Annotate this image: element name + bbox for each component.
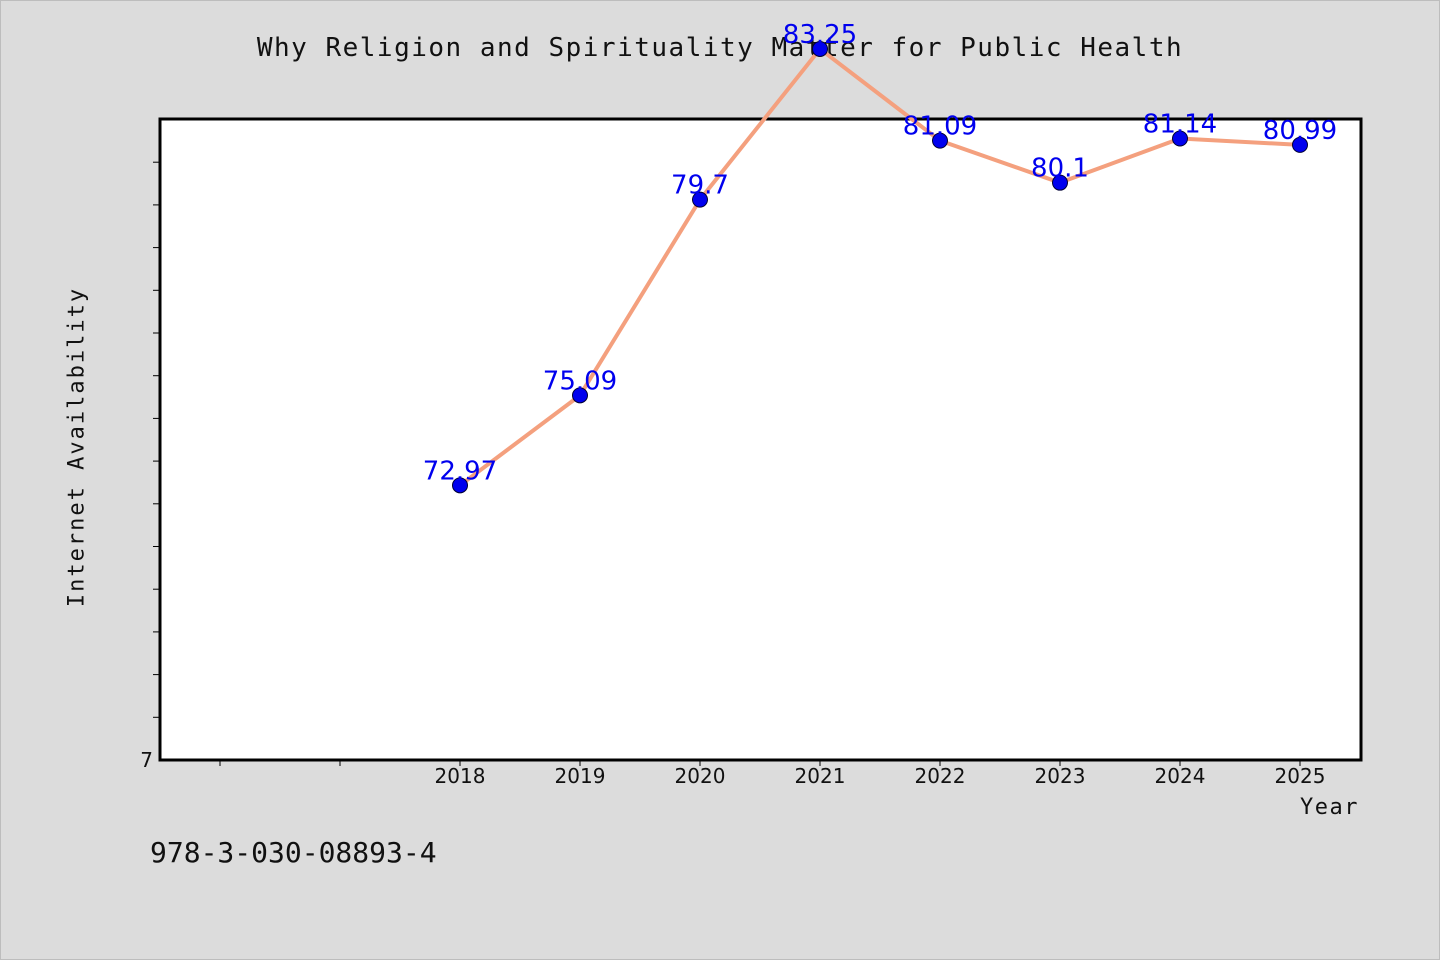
data-point <box>1292 136 1308 153</box>
x-axis-ticks: 2018 2019 2020 2021 2022 2023 2024 2025 <box>219 760 1326 788</box>
series-layer: 72.97 75.09 79.7 83.25 81.09 80.1 81.14 80.99 <box>423 20 1337 494</box>
x-tick-label: 2023 <box>1035 764 1086 788</box>
data-label: 72.97 <box>423 456 497 486</box>
x-tick-label: 2021 <box>795 764 846 788</box>
data-point <box>1052 174 1068 191</box>
data-label: 79.7 <box>671 171 729 201</box>
x-tick-label: 2020 <box>675 764 726 788</box>
data-label: 80.99 <box>1263 116 1337 146</box>
data-label: 83.25 <box>783 20 857 50</box>
data-point <box>452 477 468 494</box>
data-label: 81.09 <box>903 112 977 142</box>
x-tick-label: 2018 <box>435 764 486 788</box>
chart-title: Why Religion and Spirituality Matter for… <box>256 33 1184 63</box>
data-point <box>1172 130 1188 147</box>
x-tick-label: 2024 <box>1155 764 1206 788</box>
y-axis-ticks: 7 <box>140 161 160 772</box>
footer-code: 978-3-030-08893-4 <box>150 836 437 869</box>
x-tick-label: 2022 <box>915 764 966 788</box>
x-axis-label: Year <box>1300 795 1359 820</box>
series-line <box>458 46 1302 488</box>
data-label: 80.1 <box>1031 154 1089 184</box>
x-tick-label: 2019 <box>555 764 606 788</box>
x-tick-label: 2025 <box>1275 764 1326 788</box>
data-point <box>572 387 588 404</box>
data-label: 81.14 <box>1143 110 1217 140</box>
plot-area <box>158 117 1363 762</box>
data-point <box>812 40 828 57</box>
data-point <box>932 132 948 149</box>
data-label: 75.09 <box>543 366 617 396</box>
data-point <box>692 191 708 208</box>
y-tick-label: 7 <box>140 748 153 772</box>
